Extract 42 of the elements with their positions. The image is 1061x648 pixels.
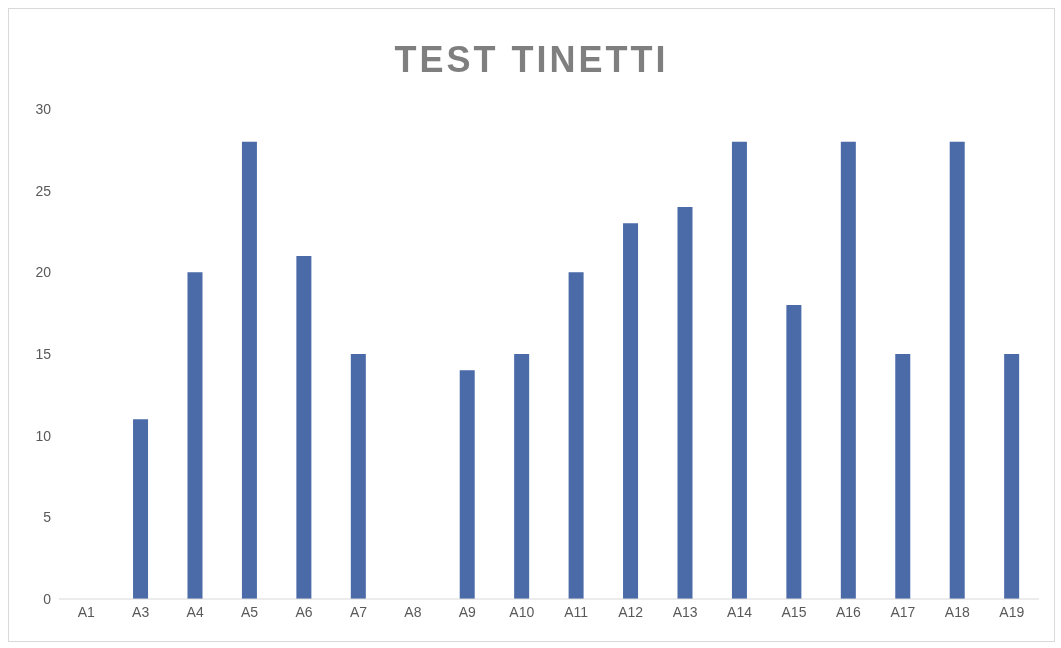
bar [949, 141, 965, 599]
y-tick-label: 15 [35, 345, 52, 362]
bar [731, 141, 747, 599]
x-tick-label: A6 [295, 603, 313, 620]
bar [623, 223, 639, 599]
x-tick-label: A14 [727, 603, 753, 620]
x-tick-label: A16 [835, 603, 862, 620]
bar [133, 419, 149, 599]
y-tick-label: 20 [35, 264, 52, 281]
bar [459, 370, 475, 599]
y-tick-label: 5 [43, 509, 52, 526]
x-tick-label: A12 [618, 603, 644, 620]
y-tick-label: 0 [43, 590, 52, 607]
x-tick-label: A15 [781, 603, 807, 620]
y-tick-label: 25 [35, 182, 52, 199]
bar [568, 272, 584, 599]
x-tick-label: A7 [349, 603, 368, 620]
bar [187, 272, 203, 599]
bar [786, 305, 802, 599]
bar [1004, 354, 1020, 599]
x-tick-label: A1 [77, 603, 95, 620]
x-tick-label: A17 [890, 603, 916, 620]
bar [514, 354, 530, 599]
x-tick-label: A5 [240, 603, 259, 620]
x-tick-label: A18 [944, 603, 970, 620]
bar [241, 141, 257, 599]
x-tick-label: A8 [404, 603, 422, 620]
x-tick-label: A13 [672, 603, 698, 620]
x-tick-label: A3 [132, 603, 150, 620]
chart-title: TEST TINETTI [393, 38, 670, 82]
bar [895, 354, 911, 599]
bar [296, 256, 312, 599]
y-tick-label: 30 [35, 100, 52, 117]
x-tick-label: A19 [999, 603, 1025, 620]
x-tick-label: A10 [509, 603, 535, 620]
x-tick-label: A4 [186, 603, 204, 620]
x-tick-label: A11 [564, 603, 589, 620]
y-tick-label: 10 [35, 427, 52, 444]
bar [677, 207, 693, 599]
bar [840, 141, 856, 599]
bar [350, 354, 366, 599]
x-tick-label: A9 [458, 603, 477, 620]
